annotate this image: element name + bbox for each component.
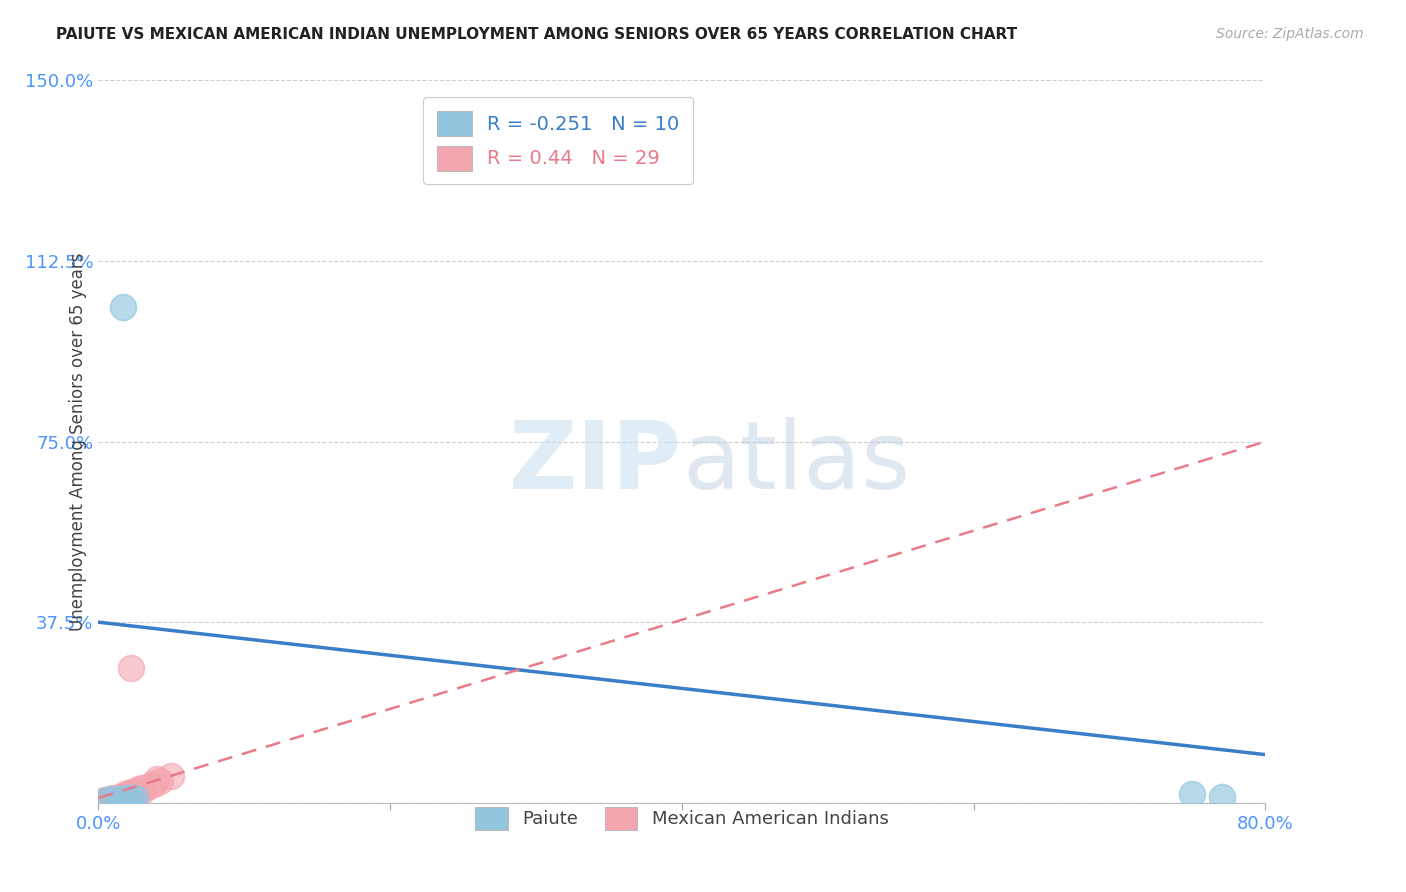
Point: [104, 793, 127, 807]
Point: [93, 794, 115, 808]
Point: [117, 790, 139, 805]
Point: [94, 793, 117, 807]
Point: [117, 791, 139, 805]
Point: [149, 774, 172, 789]
Point: [131, 781, 153, 796]
Point: [110, 791, 132, 805]
Point: [160, 769, 183, 783]
Point: [142, 776, 165, 790]
Text: Source: ZipAtlas.com: Source: ZipAtlas.com: [1216, 27, 1364, 41]
Point: [112, 792, 135, 806]
Point: [110, 793, 132, 807]
Point: [105, 792, 128, 806]
Point: [124, 791, 146, 805]
Point: [128, 782, 150, 797]
Point: [1211, 790, 1233, 805]
Point: [110, 790, 132, 805]
Point: [124, 786, 146, 800]
Text: PAIUTE VS MEXICAN AMERICAN INDIAN UNEMPLOYMENT AMONG SENIORS OVER 65 YEARS CORRE: PAIUTE VS MEXICAN AMERICAN INDIAN UNEMPL…: [56, 27, 1018, 42]
Point: [131, 784, 153, 798]
Text: ZIP: ZIP: [509, 417, 682, 509]
Point: [97, 793, 120, 807]
Point: [120, 661, 142, 675]
Point: [114, 787, 136, 801]
Point: [96, 794, 118, 808]
Point: [138, 779, 160, 793]
Text: atlas: atlas: [682, 417, 910, 509]
Point: [101, 793, 124, 807]
Point: [94, 793, 117, 807]
Point: [91, 794, 114, 808]
Point: [1181, 787, 1204, 801]
Point: [117, 787, 139, 801]
Legend: Paiute, Mexican American Indians: Paiute, Mexican American Indians: [468, 799, 896, 837]
Point: [120, 785, 142, 799]
Point: [124, 784, 146, 798]
Point: [94, 794, 117, 808]
Point: [101, 792, 124, 806]
Point: [114, 789, 136, 803]
Y-axis label: Unemployment Among Seniors over 65 years: Unemployment Among Seniors over 65 years: [69, 252, 87, 631]
Point: [120, 791, 142, 805]
Point: [146, 772, 169, 786]
Point: [101, 791, 124, 805]
Point: [98, 792, 121, 806]
Point: [112, 300, 135, 314]
